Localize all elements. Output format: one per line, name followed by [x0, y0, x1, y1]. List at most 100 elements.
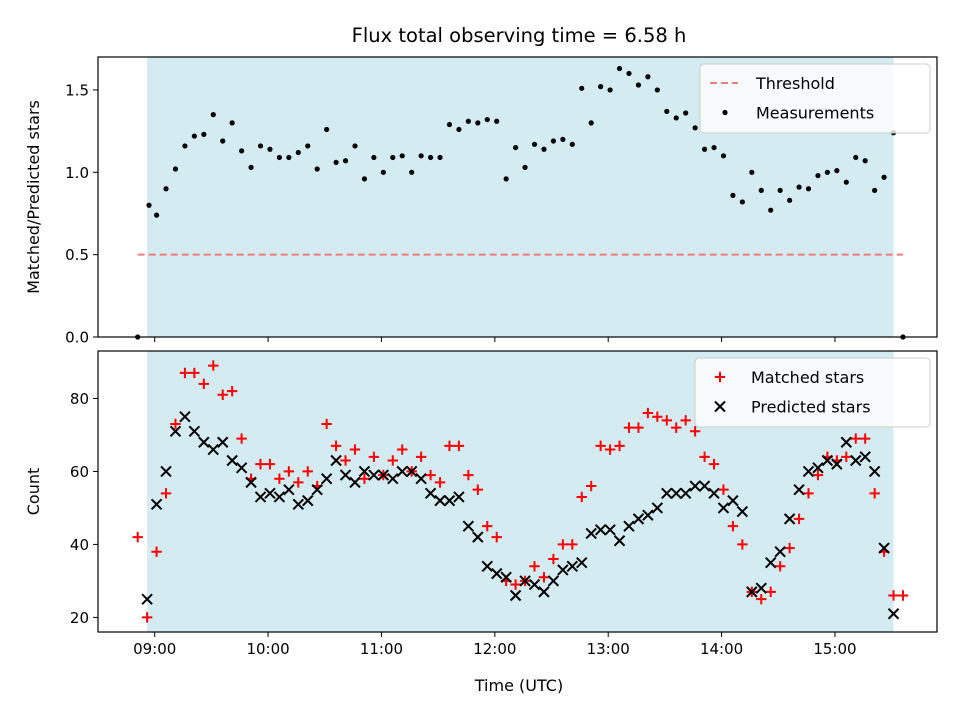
data-point: [368, 469, 380, 481]
data-point: [293, 477, 304, 488]
data-point: [264, 458, 276, 470]
data-point: [661, 487, 673, 500]
data-point: [701, 146, 708, 152]
data-point: [654, 87, 660, 93]
data-point: [711, 144, 717, 151]
data-point: [812, 462, 824, 474]
data-point: [567, 539, 578, 550]
data-point: [235, 462, 248, 474]
data-point: [292, 498, 305, 510]
data-point: [803, 488, 814, 499]
data-point: [746, 586, 758, 598]
legend-swatch-plus: [714, 371, 726, 383]
data-point: [670, 487, 682, 500]
data-point: [340, 455, 351, 466]
data-point: [664, 108, 670, 114]
data-point: [683, 110, 689, 116]
data-point: [160, 488, 172, 499]
y-axis-label: Count: [24, 468, 43, 516]
data-point: [283, 466, 295, 477]
data-point: [330, 440, 342, 452]
data-point: [141, 593, 153, 605]
data-point: [276, 154, 283, 161]
data-point: [314, 166, 320, 172]
data-point: [595, 440, 606, 452]
data-point: [768, 207, 774, 213]
data-point: [859, 433, 871, 444]
data-point: [749, 169, 755, 175]
data-point: [569, 141, 575, 147]
data-point: [427, 154, 434, 161]
data-point: [286, 154, 292, 161]
data-point: [872, 187, 878, 194]
data-point: [869, 488, 880, 499]
data-point: [774, 546, 786, 558]
data-point: [689, 426, 701, 437]
y-tick-label: 1.0: [65, 164, 89, 182]
x-tick-label: 10:00: [246, 640, 289, 658]
data-point: [793, 483, 805, 496]
ratio-panel: 0.0 0.5 1.0 1.5 Matched/Predicted stars Thres…: [24, 56, 938, 347]
data-point: [257, 143, 264, 149]
y-tick-label: 1.5: [65, 81, 89, 99]
data-point: [550, 138, 557, 144]
data-point: [679, 487, 692, 500]
data-point: [642, 509, 654, 521]
data-point: [399, 153, 405, 159]
data-point: [151, 546, 162, 557]
data-point: [179, 367, 191, 379]
data-point: [642, 407, 654, 419]
data-point: [730, 192, 736, 198]
data-point: [777, 187, 783, 194]
data-point: [840, 436, 853, 448]
data-point: [463, 469, 474, 481]
data-point: [623, 422, 635, 433]
data-point: [651, 502, 664, 514]
data-point: [254, 491, 267, 503]
data-point: [472, 484, 484, 495]
data-point: [220, 138, 226, 144]
data-point: [708, 487, 720, 500]
data-point: [302, 494, 314, 507]
data-point: [594, 524, 607, 536]
data-point: [613, 535, 626, 547]
data-point: [390, 154, 396, 161]
data-point: [607, 87, 613, 93]
legend-label: Predicted stars: [751, 398, 871, 417]
data-point: [862, 158, 868, 164]
data-point: [841, 451, 852, 463]
data-point: [425, 469, 436, 481]
data-point: [226, 454, 238, 467]
data-point: [756, 593, 767, 605]
data-point: [295, 149, 301, 156]
data-point: [456, 126, 462, 133]
data-point: [737, 539, 748, 550]
data-point: [881, 174, 887, 180]
data-point: [443, 494, 456, 507]
data-point: [755, 582, 767, 594]
data-point: [444, 440, 455, 452]
data-point: [538, 586, 550, 598]
data-point: [248, 164, 254, 170]
data-point: [708, 458, 720, 470]
data-point: [635, 82, 642, 88]
data-point: [201, 131, 207, 138]
axes-frame: [97, 350, 938, 633]
x-tick-label: 13:00: [587, 640, 630, 658]
data-point: [645, 74, 651, 80]
data-point: [793, 513, 805, 525]
legend-label: Matched stars: [751, 368, 864, 387]
data-point: [189, 367, 200, 379]
data-point: [616, 65, 623, 72]
data-point: [453, 440, 465, 452]
data-point: [387, 455, 398, 466]
data-point: [188, 425, 201, 437]
data-point: [758, 187, 764, 194]
data-point: [503, 176, 509, 182]
data-point: [387, 473, 399, 485]
data-point: [598, 84, 604, 90]
data-point: [264, 487, 276, 500]
data-point: [560, 136, 566, 142]
series-cross: [141, 410, 900, 620]
